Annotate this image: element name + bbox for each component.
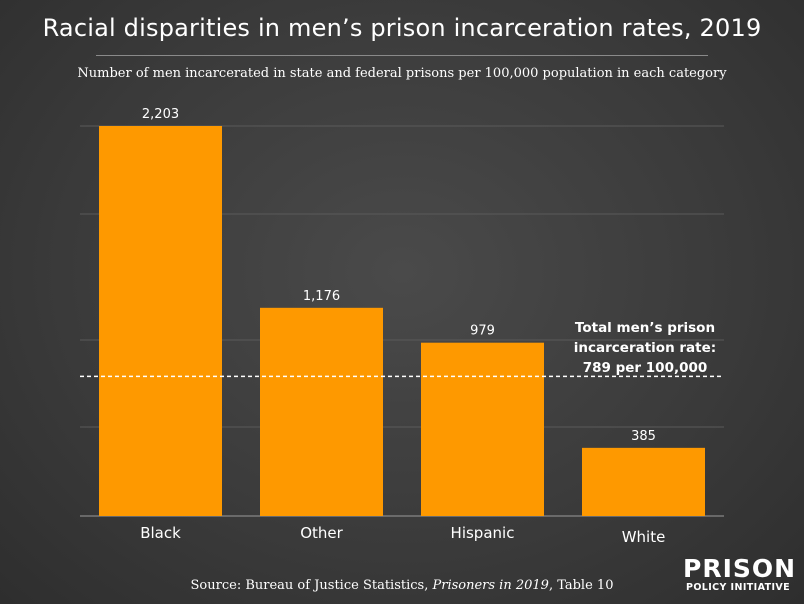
bars	[99, 126, 705, 516]
value-label-other: 1,176	[303, 289, 340, 304]
bar-black	[99, 126, 222, 516]
reference-annotation: Total men’s prison incarceration rate: 7…	[570, 318, 720, 378]
annotation-line-2: incarceration rate:	[573, 340, 717, 356]
title-divider	[96, 55, 708, 56]
bar-white	[582, 447, 705, 516]
source-prefix: Source: Bureau of Justice Statistics,	[190, 578, 433, 593]
source-suffix: , Table 10	[548, 578, 614, 593]
labels: 2,203 Black 1,176 Other 979 Hispanic 385 White	[140, 107, 665, 546]
source-note: Source: Bureau of Justice Statistics, Pr…	[0, 578, 804, 593]
category-label-hispanic: Hispanic	[451, 524, 515, 542]
category-label-other: Other	[300, 524, 343, 542]
logo-sub-text: POLICY INITIATIVE	[685, 582, 791, 593]
bar-hispanic	[421, 342, 544, 516]
bar-other	[260, 307, 383, 516]
category-label-white: White	[622, 528, 666, 546]
logo: PRISON POLICY INITIATIVE	[683, 554, 797, 594]
value-label-black: 2,203	[142, 107, 179, 122]
logo-main-text: PRISON	[683, 554, 797, 583]
category-label-black: Black	[140, 524, 181, 542]
annotation-line-3: 789 per 100,000	[582, 360, 708, 376]
annotation-line-1: Total men’s prison	[574, 320, 716, 336]
source-title: Prisoners in 2019	[432, 578, 549, 593]
chart-subtitle: Number of men incarcerated in state and …	[77, 66, 727, 81]
chart-title: Racial disparities in men’s prison incar…	[42, 14, 762, 42]
value-label-white: 385	[631, 429, 656, 444]
value-label-hispanic: 979	[470, 324, 495, 339]
